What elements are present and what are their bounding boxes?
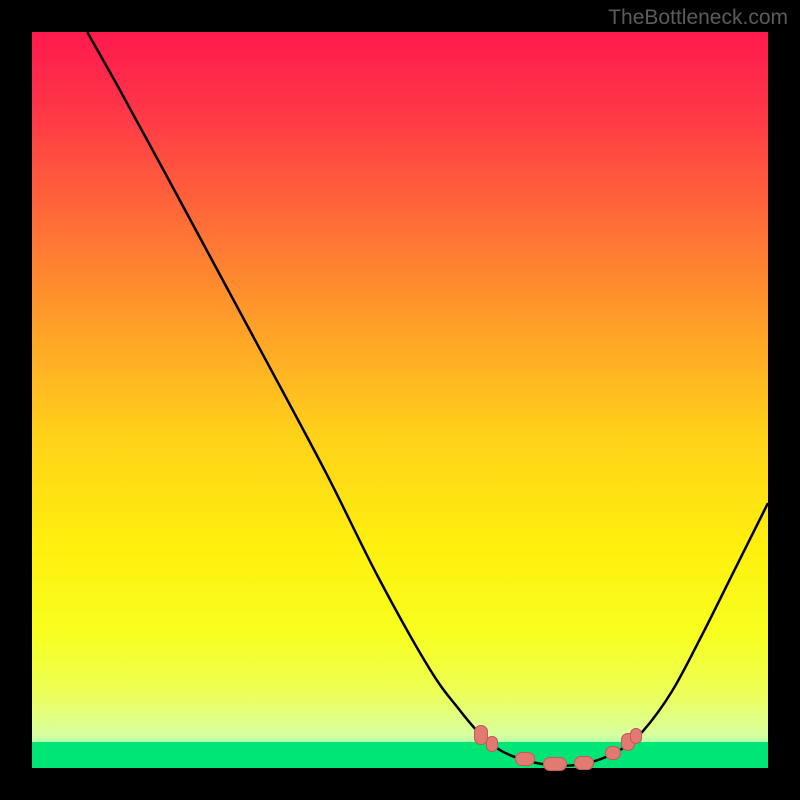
marker-dot <box>605 746 621 760</box>
watermark-text: TheBottleneck.com <box>608 6 788 30</box>
marker-dot <box>630 728 642 744</box>
marker-dot <box>515 752 535 766</box>
markers-layer <box>32 32 768 768</box>
marker-dot <box>543 757 567 771</box>
marker-dot <box>486 736 498 752</box>
marker-dot <box>574 756 594 770</box>
plot-area <box>32 32 768 768</box>
